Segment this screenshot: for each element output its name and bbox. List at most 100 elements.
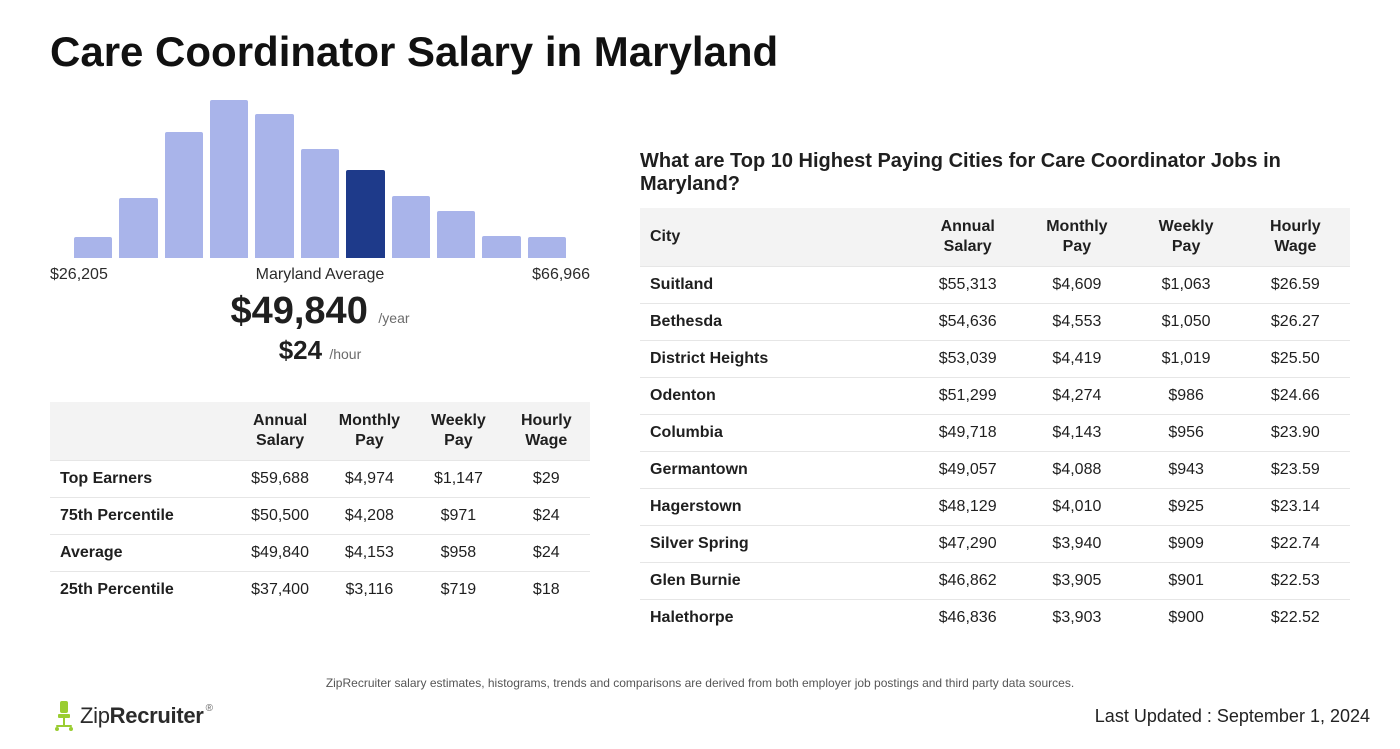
table-cell: $909: [1132, 526, 1241, 563]
table-cell: Bethesda: [640, 304, 913, 341]
table-cell: $26.59: [1241, 267, 1350, 304]
table-cell: $25.50: [1241, 341, 1350, 378]
table-cell: $4,143: [1022, 415, 1131, 452]
table-cell: $46,836: [913, 600, 1022, 637]
table-row: District Heights$53,039$4,419$1,019$25.5…: [640, 341, 1350, 378]
histogram-bar: [210, 100, 248, 258]
table-cell: Halethorpe: [640, 600, 913, 637]
table-cell: $47,290: [913, 526, 1022, 563]
table-header: MonthlyPay: [1022, 208, 1131, 267]
table-cell: $29: [503, 461, 590, 498]
table-row: Glen Burnie$46,862$3,905$901$22.53: [640, 563, 1350, 600]
ziprecruiter-logo: ZipRecruiter®: [50, 699, 213, 733]
salary-histogram: $26,205 Maryland Average $66,966 $49,840…: [50, 100, 590, 366]
table-row: Average$49,840$4,153$958$24: [50, 535, 590, 572]
table-cell: $49,718: [913, 415, 1022, 452]
table-cell: $23.90: [1241, 415, 1350, 452]
table-cell: $1,019: [1132, 341, 1241, 378]
table-cell: Top Earners: [50, 461, 236, 498]
table-cell: $3,903: [1022, 600, 1131, 637]
table-cell: $23.59: [1241, 452, 1350, 489]
table-cell: $971: [414, 498, 502, 535]
table-cell: $59,688: [236, 461, 325, 498]
histogram-bar: [301, 149, 339, 258]
table-cell: $719: [414, 572, 502, 609]
table-row: Halethorpe$46,836$3,903$900$22.52: [640, 600, 1350, 637]
table-cell: $46,862: [913, 563, 1022, 600]
table-cell: Odenton: [640, 378, 913, 415]
table-header: MonthlyPay: [325, 402, 415, 461]
table-cell: $4,208: [325, 498, 415, 535]
histogram-bar: [74, 237, 112, 258]
yearly-unit: /year: [378, 310, 409, 326]
table-cell: $4,010: [1022, 489, 1131, 526]
table-cell: $4,553: [1022, 304, 1131, 341]
table-header: AnnualSalary: [236, 402, 325, 461]
axis-min-label: $26,205: [50, 266, 108, 284]
table-cell: $4,274: [1022, 378, 1131, 415]
table-cell: District Heights: [640, 341, 913, 378]
table-row: Suitland$55,313$4,609$1,063$26.59: [640, 267, 1350, 304]
table-cell: $4,419: [1022, 341, 1131, 378]
table-cell: Columbia: [640, 415, 913, 452]
table-cell: Silver Spring: [640, 526, 913, 563]
logo-prefix: Zip: [80, 703, 110, 728]
table-cell: Suitland: [640, 267, 913, 304]
table-cell: $54,636: [913, 304, 1022, 341]
table-cell: $51,299: [913, 378, 1022, 415]
table-cell: $925: [1132, 489, 1241, 526]
logo-suffix: Recruiter: [110, 703, 204, 728]
table-cell: $958: [414, 535, 502, 572]
table-cell: Hagerstown: [640, 489, 913, 526]
table-row: Germantown$49,057$4,088$943$23.59: [640, 452, 1350, 489]
histogram-bar: [255, 114, 293, 258]
table-row: 25th Percentile$37,400$3,116$719$18: [50, 572, 590, 609]
last-updated: Last Updated : September 1, 2024: [1095, 706, 1370, 727]
top-cities-table: CityAnnualSalaryMonthlyPayWeeklyPayHourl…: [640, 208, 1350, 636]
table-cell: $4,609: [1022, 267, 1131, 304]
table-cell: $3,116: [325, 572, 415, 609]
table-cell: $24: [503, 498, 590, 535]
axis-center-label: Maryland Average: [108, 266, 532, 284]
table-cell: $900: [1132, 600, 1241, 637]
table-header: [50, 402, 236, 461]
table-cell: $22.74: [1241, 526, 1350, 563]
table-cell: $55,313: [913, 267, 1022, 304]
table-row: Top Earners$59,688$4,974$1,147$29: [50, 461, 590, 498]
table-cell: $24: [503, 535, 590, 572]
percentile-table: AnnualSalaryMonthlyPayWeeklyPayHourlyWag…: [50, 402, 590, 608]
table-cell: $23.14: [1241, 489, 1350, 526]
table-header: AnnualSalary: [913, 208, 1022, 267]
table-cell: $4,153: [325, 535, 415, 572]
page-title: Care Coordinator Salary in Maryland: [50, 28, 1350, 76]
table-cell: Germantown: [640, 452, 913, 489]
table-row: 75th Percentile$50,500$4,208$971$24: [50, 498, 590, 535]
table-row: Silver Spring$47,290$3,940$909$22.74: [640, 526, 1350, 563]
table-cell: Glen Burnie: [640, 563, 913, 600]
table-cell: $4,088: [1022, 452, 1131, 489]
avg-hourly-salary: $24 /hour: [50, 335, 590, 366]
table-cell: $1,063: [1132, 267, 1241, 304]
table-cell: $3,905: [1022, 563, 1131, 600]
table-row: Hagerstown$48,129$4,010$925$23.14: [640, 489, 1350, 526]
table-cell: $901: [1132, 563, 1241, 600]
table-row: Columbia$49,718$4,143$956$23.90: [640, 415, 1350, 452]
table-cell: $49,057: [913, 452, 1022, 489]
histogram-bar: [482, 236, 520, 258]
table-cell: $37,400: [236, 572, 325, 609]
table-cell: $943: [1132, 452, 1241, 489]
table-cell: $956: [1132, 415, 1241, 452]
histogram-bar: [119, 198, 157, 258]
table-cell: $22.52: [1241, 600, 1350, 637]
table-row: Bethesda$54,636$4,553$1,050$26.27: [640, 304, 1350, 341]
table-cell: 25th Percentile: [50, 572, 236, 609]
table-cell: $22.53: [1241, 563, 1350, 600]
top-cities-heading: What are Top 10 Highest Paying Cities fo…: [640, 150, 1350, 196]
table-row: Odenton$51,299$4,274$986$24.66: [640, 378, 1350, 415]
chair-icon: [50, 699, 78, 733]
table-cell: $24.66: [1241, 378, 1350, 415]
table-cell: Average: [50, 535, 236, 572]
table-header: City: [640, 208, 913, 267]
table-header: WeeklyPay: [414, 402, 502, 461]
avg-yearly-salary: $49,840 /year: [50, 290, 590, 333]
